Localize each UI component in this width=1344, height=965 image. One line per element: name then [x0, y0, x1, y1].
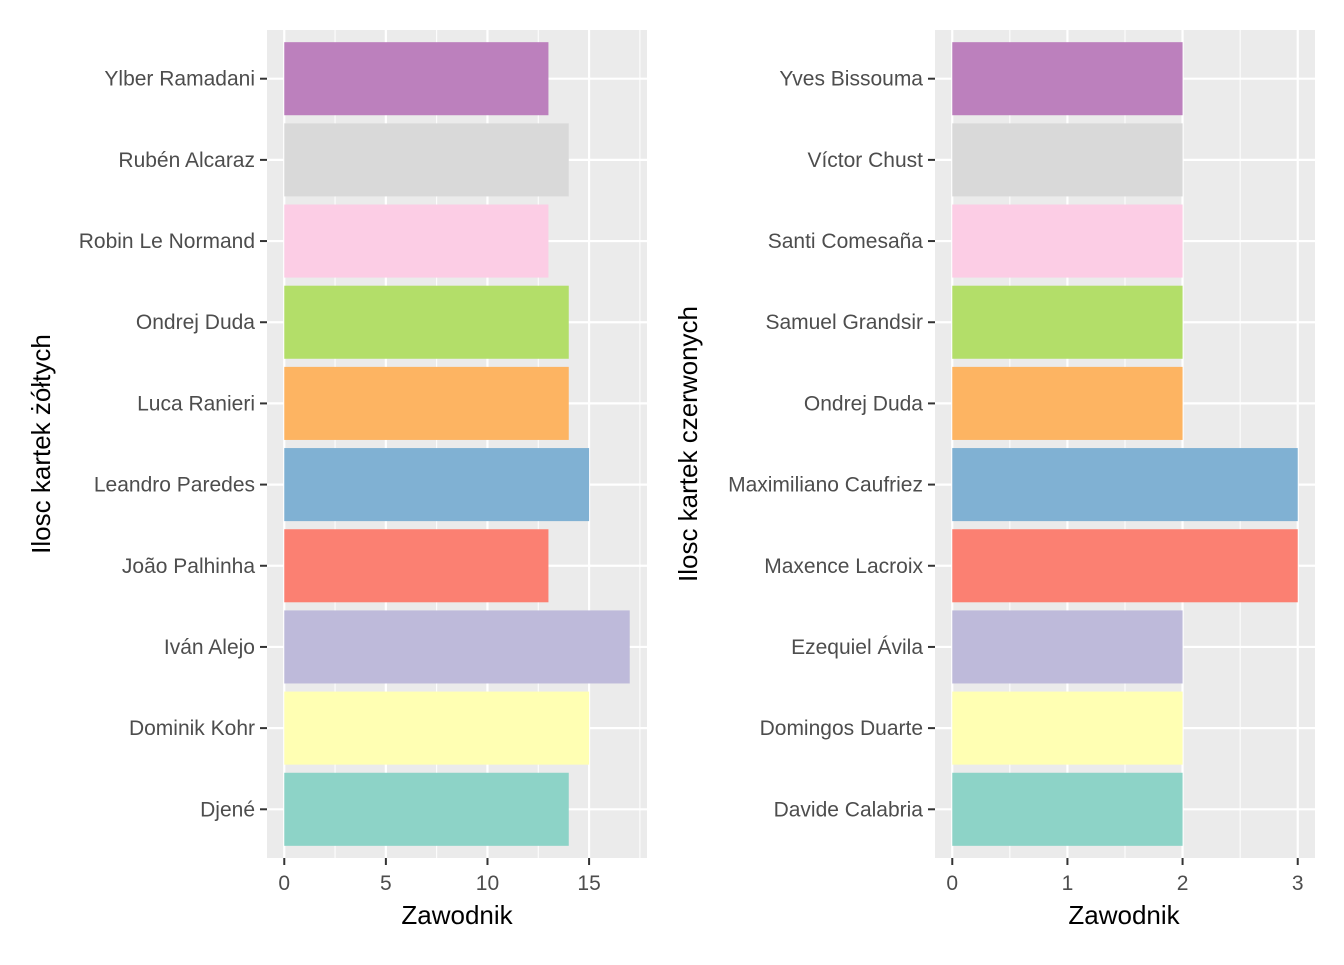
panel1-bar[interactable]	[284, 448, 590, 522]
panel1-y-tick-label: João Palhinha	[122, 555, 255, 578]
panel1-y-tick-label: Ondrej Duda	[136, 311, 255, 334]
panel2-bar[interactable]	[952, 691, 1183, 765]
panel2-bar[interactable]	[952, 123, 1183, 197]
panel1-x-tick-label: 0	[278, 872, 290, 895]
panel2-x-tick-label: 2	[1177, 872, 1189, 895]
panel1-y-tick-label: Rubén Alcaraz	[118, 149, 255, 172]
panel1-y-tick-label: Dominik Kohr	[129, 717, 255, 740]
panel2-bar[interactable]	[952, 448, 1298, 522]
panel2-y-tick-label: Víctor Chust	[807, 149, 923, 172]
panel1-y-tick-label: Luca Ranieri	[137, 392, 255, 415]
panel2-y-tick-label: Ezequiel Ávila	[791, 636, 923, 659]
panel2-y-tick-label: Davide Calabria	[774, 798, 924, 821]
panel2-y-tick-label: Samuel Grandsir	[765, 311, 923, 334]
panel1-bar[interactable]	[284, 42, 549, 116]
panel2-bar[interactable]	[952, 204, 1183, 278]
panel2-bar[interactable]	[952, 42, 1183, 116]
panel1-bar[interactable]	[284, 285, 569, 359]
panel2-y-tick-label: Maximiliano Caufriez	[728, 474, 923, 497]
panel1-bar[interactable]	[284, 204, 549, 278]
panel1-x-axis-title: Zawodnik	[401, 900, 513, 930]
panel2-x-axis-title: Zawodnik	[1068, 900, 1180, 930]
panel1-y-axis-title: Ilosc kartek żółtych	[26, 334, 56, 554]
panel1-bar[interactable]	[284, 610, 630, 684]
panel1-bar[interactable]	[284, 691, 590, 765]
panel2-x-tick-label: 3	[1292, 872, 1304, 895]
panel2-y-tick-label: Yves Bissouma	[779, 68, 923, 91]
panel2-y-axis-title: Ilosc kartek czerwonych	[673, 306, 703, 582]
panel2-bar[interactable]	[952, 366, 1183, 440]
panel1-x-tick-label: 10	[476, 872, 499, 895]
panel2-bar[interactable]	[952, 529, 1298, 603]
panel2-x-tick-label: 1	[1062, 872, 1074, 895]
panel2-bar[interactable]	[952, 285, 1183, 359]
panel1-y-tick-label: Robin Le Normand	[79, 230, 255, 253]
panel1-bar[interactable]	[284, 772, 569, 846]
panel2-bar[interactable]	[952, 772, 1183, 846]
panel1-bar[interactable]	[284, 529, 549, 603]
panel1-y-tick-label: Ylber Ramadani	[104, 68, 255, 91]
panel1-y-tick-label: Leandro Paredes	[94, 474, 255, 497]
panel2-x-tick-label: 0	[946, 872, 958, 895]
panel1-bar[interactable]	[284, 123, 569, 197]
panel2-y-tick-label: Ondrej Duda	[804, 392, 923, 415]
panel1-y-tick-label: Djené	[200, 798, 255, 821]
panel2-y-tick-label: Domingos Duarte	[760, 717, 923, 740]
panel1-y-tick-label: Iván Alejo	[164, 636, 255, 659]
panel1-x-tick-label: 5	[380, 872, 392, 895]
panel1-x-tick-label: 15	[577, 872, 600, 895]
panel1-bar[interactable]	[284, 366, 569, 440]
panel2-bar[interactable]	[952, 610, 1183, 684]
panel2-y-tick-label: Maxence Lacroix	[764, 555, 923, 578]
panel2-y-tick-label: Santi Comesaña	[768, 230, 924, 253]
